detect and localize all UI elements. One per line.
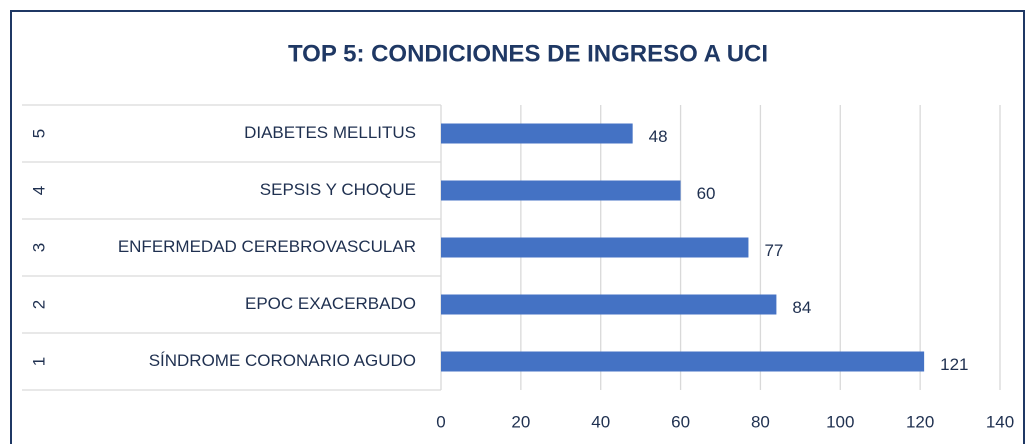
bar	[441, 294, 777, 315]
x-tick-label: 100	[826, 412, 854, 431]
rank-label: 2	[29, 300, 48, 309]
data-label: 121	[940, 355, 968, 374]
rank-label: 1	[29, 357, 48, 366]
x-tick-label: 0	[436, 412, 445, 431]
x-tick-label: 140	[986, 412, 1014, 431]
bar	[441, 351, 925, 372]
category-label: EPOC EXACERBADO	[245, 294, 416, 313]
x-tick-label: 120	[906, 412, 934, 431]
x-tick-label: 40	[591, 412, 610, 431]
data-label: 48	[649, 127, 668, 146]
chart-title: TOP 5: CONDICIONES DE INGRESO A UCI	[288, 40, 768, 67]
rank-label: 4	[29, 186, 48, 195]
bar	[441, 123, 633, 144]
data-label: 60	[697, 184, 716, 203]
category-label: SEPSIS Y CHOQUE	[260, 180, 416, 199]
data-label: 77	[764, 241, 783, 260]
rank-label: 3	[29, 243, 48, 252]
category-label: SÍNDROME CORONARIO AGUDO	[149, 351, 416, 370]
bar	[441, 237, 749, 258]
rank-label: 5	[29, 129, 48, 138]
chart-border	[10, 10, 1025, 444]
category-label: ENFERMEDAD CEREBROVASCULAR	[118, 237, 416, 256]
category-label: DIABETES MELLITUS	[244, 123, 416, 142]
x-tick-label: 80	[751, 412, 770, 431]
x-tick-label: 20	[511, 412, 530, 431]
bar	[441, 180, 681, 201]
x-tick-label: 60	[671, 412, 690, 431]
data-label: 84	[792, 298, 811, 317]
